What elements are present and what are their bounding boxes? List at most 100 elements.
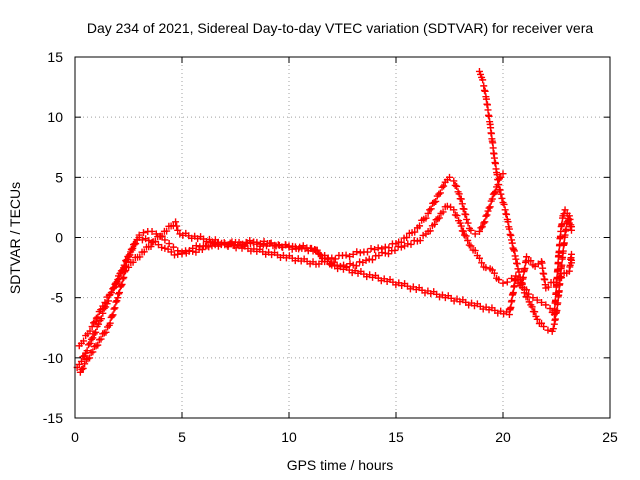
data-point [426, 227, 434, 235]
data-point [462, 232, 470, 240]
data-point [457, 195, 465, 203]
data-point [86, 354, 94, 362]
data-point [120, 274, 128, 282]
data-point [422, 214, 430, 222]
y-tick-label: 5 [55, 169, 63, 185]
data-point [102, 328, 110, 336]
y-tick-label: 15 [47, 49, 63, 65]
data-point [342, 251, 350, 259]
data-point [356, 249, 364, 257]
data-point [81, 360, 89, 368]
data-point [426, 206, 434, 214]
data-point [488, 195, 496, 203]
y-tick-label: -5 [51, 290, 64, 306]
data-point [416, 237, 424, 245]
data-point [480, 86, 488, 94]
data-point [439, 208, 447, 216]
data-point [80, 337, 88, 345]
data-point [480, 82, 488, 90]
data-point [481, 87, 489, 95]
data-point [185, 246, 193, 254]
data-point [374, 244, 382, 252]
data-point [557, 274, 565, 282]
data-point [416, 222, 424, 230]
data-point [435, 214, 443, 222]
data-point [434, 215, 442, 223]
data-point [138, 236, 146, 244]
y-tick-label: 10 [47, 109, 63, 125]
data-point [486, 203, 494, 211]
data-point [467, 226, 475, 234]
data-point [495, 276, 503, 284]
data-point [490, 269, 498, 277]
data-point [140, 248, 148, 256]
data-point [436, 189, 444, 197]
data-point [174, 226, 182, 234]
data-point [90, 319, 98, 327]
data-point [91, 318, 99, 326]
data-point [363, 248, 371, 256]
data-point [107, 289, 115, 297]
data-point [352, 262, 360, 270]
data-point [192, 242, 200, 250]
data-point [558, 261, 566, 269]
data-point [544, 283, 552, 291]
x-tick-label: 20 [495, 429, 511, 445]
data-point [499, 170, 507, 178]
data-point [331, 255, 339, 263]
data-point [94, 341, 102, 349]
data-point [453, 182, 461, 190]
data-point [467, 242, 475, 250]
data-point [129, 258, 137, 266]
data-point [111, 304, 119, 312]
data-point [114, 276, 122, 284]
data-point [122, 257, 130, 265]
data-point [483, 211, 491, 219]
data-point [567, 250, 575, 258]
data-point [480, 219, 488, 227]
data-point [544, 326, 552, 334]
data-point [260, 237, 268, 245]
data-point [362, 256, 370, 264]
data-point [446, 173, 453, 181]
data-point [172, 218, 180, 226]
data-point [507, 231, 515, 239]
data-point [460, 231, 468, 239]
data-point [524, 293, 532, 301]
data-point [554, 299, 562, 307]
data-point [459, 227, 467, 235]
y-tick-label: -10 [43, 350, 63, 366]
data-point [371, 246, 379, 254]
data-point [430, 198, 438, 206]
data-point [407, 240, 415, 248]
data-point [92, 328, 100, 336]
data-point [202, 242, 210, 250]
data-point [464, 237, 472, 245]
data-point [114, 294, 122, 302]
data-point [106, 319, 114, 327]
data-point [460, 205, 468, 213]
data-point [158, 232, 166, 240]
data-point [533, 315, 541, 323]
data-point [498, 194, 506, 202]
data-point [523, 253, 531, 261]
data-point [346, 253, 354, 261]
data-point [110, 305, 118, 313]
data-point [90, 330, 98, 338]
data-point [101, 298, 109, 306]
data-point [505, 225, 513, 233]
data-point [533, 296, 541, 304]
data-point [432, 197, 440, 205]
data-point [346, 260, 354, 268]
data-point [403, 234, 411, 241]
data-point [128, 246, 136, 254]
data-point [99, 330, 107, 338]
data-point [397, 243, 405, 251]
data-point [450, 206, 458, 214]
data-point [542, 301, 550, 309]
x-tick-label: 0 [71, 429, 79, 445]
data-point [115, 290, 123, 298]
data-point [116, 289, 124, 297]
data-point [125, 263, 133, 271]
